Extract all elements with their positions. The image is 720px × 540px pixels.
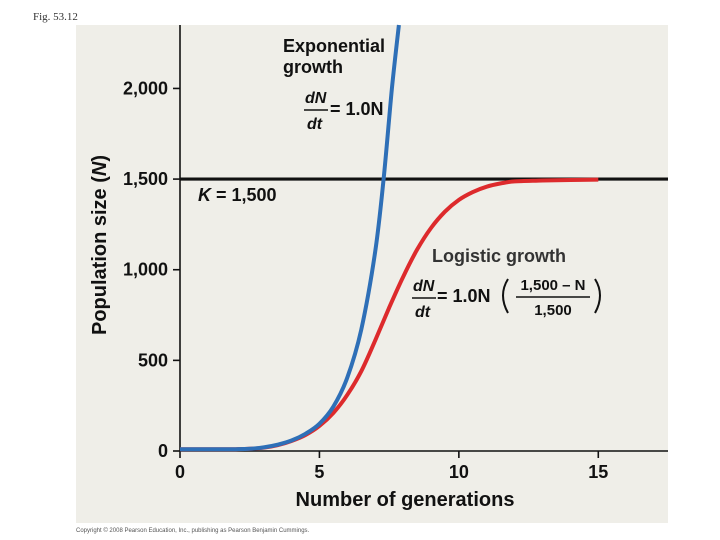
x-tick-label: 10 (449, 462, 469, 482)
x-tick-label: 5 (314, 462, 324, 482)
y-tick-label: 2,000 (123, 78, 168, 98)
copyright-notice: Copyright © 2008 Pearson Education, Inc.… (76, 528, 310, 534)
y-tick-label: 500 (138, 350, 168, 370)
y-axis-title-variable: N (89, 161, 111, 176)
carrying-capacity-label: K = 1,500 (198, 185, 277, 205)
exponential-growth-line (180, 24, 401, 452)
x-tick-label: 15 (588, 462, 608, 482)
log-eq-right-paren (594, 278, 601, 314)
logistic-equation: dN dt = 1.0N 1,500 – N 1,500 (412, 277, 601, 321)
axis-ticks: 0 5 10 15 0 500 1,000 1,500 2,000 (123, 78, 608, 482)
logistic-label: Logistic growth (432, 246, 566, 266)
y-tick-label: 1,000 (123, 260, 168, 280)
figure-label: Fig. 53.12 (33, 11, 78, 23)
y-axis-title-prefix: Population size ( (89, 176, 111, 335)
exponential-label-line2: growth (283, 57, 343, 77)
log-eq-rhs: = 1.0N (437, 286, 491, 306)
y-tick-label: 1,500 (123, 169, 168, 189)
k-symbol: K (198, 185, 213, 205)
exponential-equation: dN dt = 1.0N (304, 90, 384, 133)
y-axis-title-suffix: ) (89, 155, 111, 162)
log-eq-numerator: dN (413, 278, 435, 295)
log-eq-denominator: dt (415, 304, 431, 321)
exp-eq-denominator: dt (307, 116, 323, 133)
log-eq-left-paren (502, 278, 509, 314)
x-axis-title: Number of generations (296, 489, 515, 511)
y-tick-label: 0 (158, 441, 168, 461)
log-eq-frac-numerator: 1,500 – N (520, 277, 585, 294)
exp-eq-numerator: dN (305, 90, 327, 107)
x-tick-label: 0 (175, 462, 185, 482)
log-eq-frac-denominator: 1,500 (534, 302, 572, 319)
k-value: = 1,500 (211, 185, 277, 205)
exponential-label-line1: Exponential (283, 36, 385, 56)
y-axis-title: Population size (N) (89, 155, 111, 335)
exp-eq-rhs: = 1.0N (330, 99, 384, 119)
